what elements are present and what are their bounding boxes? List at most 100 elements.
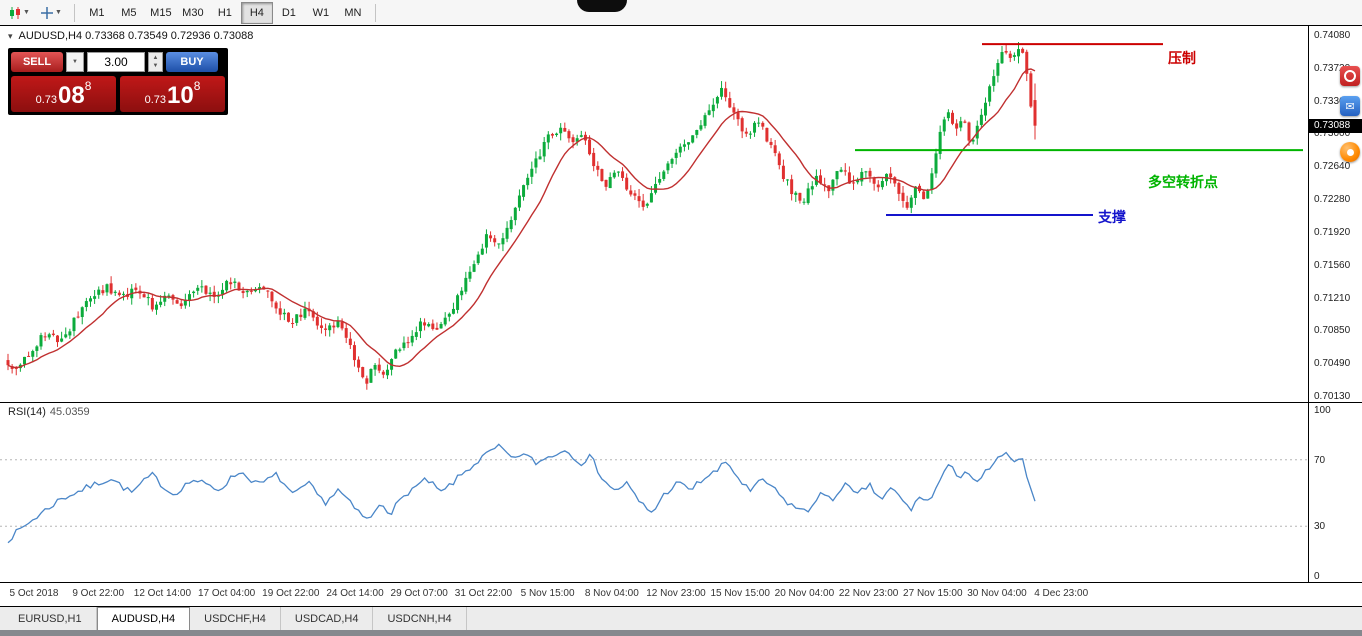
symbol-ohlc-text: AUDUSD,H4 0.73368 0.73549 0.72936 0.7308… [18,30,254,42]
price-axis-label: 0.71560 [1314,259,1351,271]
symbol-ohlc-line: ▾ AUDUSD,H4 0.73368 0.73549 0.72936 0.73… [8,30,253,42]
timeframe-button-m30[interactable]: M30 [182,6,204,19]
time-axis-label: 19 Oct 22:00 [262,588,320,599]
rsi-axis-label: 30 [1314,521,1326,533]
lot-stepper[interactable]: ▲ ▼ [148,52,163,72]
time-axis-label: 30 Nov 04:00 [967,588,1027,599]
time-axis-label: 17 Oct 04:00 [197,588,256,599]
panel-divider [0,402,1362,403]
chat-tool-icon[interactable]: ✉ [1340,96,1360,116]
price-axis-label: 0.73360 [1314,95,1351,107]
timeframe-toolbar: M1 M5 M15 M30 H1 H4 D1 W1 MN [81,1,369,24]
stepper-up-icon[interactable]: ▲ [152,55,159,61]
chevron-down-icon: ▼ [72,59,78,65]
time-axis-label: 5 Nov 15:00 [520,588,575,599]
price-axis-label: 0.72280 [1314,194,1351,206]
time-axis-label: 12 Oct 14:00 [133,588,192,599]
timeframe-button-m1[interactable]: M1 [89,6,105,19]
rsi-label: RSI(14) 45.0359 [8,406,90,418]
crosshair-icon [40,6,53,19]
one-click-trade-panel: SELL ▼ 3.00 ▲ ▼ BUY 0.73 08 8 0.73 [8,48,228,115]
rsi-axis-label: 100 [1314,405,1331,416]
price-axis: 0.74080 0.73720 0.73360 0.73000 0.72640 0.722… [1308,26,1362,582]
sell-price-big: 08 [58,82,85,109]
chart-tab-usdcnh-h4[interactable]: USDCNH,H4 [373,607,467,630]
camera-notch-overlay [577,0,627,12]
time-axis: 5 Oct 2018 9 Oct 22:00 12 Oct 14:00 17 Oct … [0,583,1362,606]
chart-type-button[interactable]: ▼ [4,2,34,24]
browser-float-icon[interactable] [1340,142,1360,162]
lot-preset-dropdown[interactable]: ▼ [66,52,84,72]
chart-tab-usdchf-h4[interactable]: USDCHF,H4 [190,607,281,630]
time-axis-label: 9 Oct 22:00 [72,588,125,599]
time-axis-label: 4 Dec 23:00 [1034,588,1089,599]
chevron-down-icon: ▼ [23,9,30,16]
crosshair-button[interactable]: ▼ [36,2,66,24]
buy-price-big: 10 [167,82,194,109]
chart-tab-usdcad-h4[interactable]: USDCAD,H4 [281,607,374,630]
chevron-down-icon: ▼ [54,9,62,16]
rsi-axis-label: 0 [1314,571,1320,582]
rsi-value: 45.0359 [49,406,90,418]
time-axis-label: 15 Nov 15:00 [710,588,770,599]
current-price-tag: 0.73088 [1309,118,1362,133]
time-axis-label: 27 Nov 15:00 [903,588,963,599]
resistance-annotation[interactable]: 压制 [1168,50,1196,66]
chart-tab-audusd-h4[interactable]: AUDUSD,H4 [96,607,191,630]
time-axis-label: 29 Oct 07:00 [390,588,448,599]
pivot-annotation[interactable]: 多空转折点 [1148,174,1218,190]
candlestick-icon [10,6,20,19]
price-axis-label: 0.73720 [1314,62,1351,74]
time-axis-label: 22 Nov 23:00 [838,588,899,599]
timeframe-button-h4[interactable]: H4 [240,1,273,24]
stepper-down-icon[interactable]: ▼ [152,63,159,69]
main-chart-region[interactable]: ▾ AUDUSD,H4 0.73368 0.73549 0.72936 0.73… [0,26,1308,402]
support-annotation[interactable]: 支撑 [1098,209,1126,225]
time-axis-label: 5 Oct 2018 [9,588,59,599]
time-axis-label: 8 Nov 04:00 [584,588,639,599]
time-axis-label: 24 Oct 14:00 [326,588,384,599]
buy-price-display[interactable]: 0.73 10 8 [120,76,225,112]
one-click-trading-toggle[interactable]: ▾ [8,30,13,41]
timeframe-button-w1[interactable]: W1 [312,6,330,19]
price-axis-label: 0.70490 [1314,358,1351,370]
price-axis-label: 0.74080 [1314,30,1351,41]
timeframe-button-h1[interactable]: H1 [217,6,232,19]
timeframe-button-mn[interactable]: MN [344,6,362,19]
price-axis-label: 0.71920 [1314,226,1351,238]
price-axis-label: 0.70850 [1314,325,1351,337]
sell-price-pip: 8 [84,79,92,93]
sell-price-display[interactable]: 0.73 08 8 [11,76,116,112]
screenshot-tool-icon[interactable] [1340,66,1360,86]
buy-button[interactable]: BUY [166,52,218,72]
time-axis-label: 12 Nov 23:00 [646,588,706,599]
sell-button[interactable]: SELL [11,52,63,72]
timeframe-button-d1[interactable]: D1 [281,6,296,19]
timeframe-button-m15[interactable]: M15 [150,6,172,19]
chart-tab-eurusd-h1[interactable]: EURUSD,H1 [4,607,97,630]
chart-tab-bar: EURUSD,H1 AUDUSD,H4 USDCHF,H4 USDCAD,H4 USDC… [0,607,1362,630]
buy-price-pip: 8 [193,79,201,93]
sell-price-prefix: 0.73 [35,94,58,106]
price-axis-label: 0.73000 [1314,128,1351,140]
candlestick-chart[interactable] [0,26,1308,402]
rsi-axis-label: 70 [1314,454,1326,466]
panel-divider [0,606,1362,607]
toolbar-separator [374,3,376,22]
price-axis-label: 0.72640 [1314,161,1351,173]
timeframe-button-m5[interactable]: M5 [121,6,137,19]
price-axis-label: 0.71210 [1314,292,1351,304]
buy-price-prefix: 0.73 [144,94,167,106]
toolbar-separator [73,3,75,22]
time-axis-label: 31 Oct 22:00 [454,588,513,599]
lot-size-input[interactable]: 3.00 [87,52,145,72]
time-axis-label: 20 Nov 04:00 [774,588,835,599]
price-axis-label: 0.70130 [1314,391,1351,403]
toolbar: ▼ ▼ M1 M5 M15 M30 H1 H4 D1 W1 MN [0,0,1362,26]
panel-divider [0,582,1362,583]
rsi-panel[interactable]: RSI(14) 45.0359 [0,403,1308,582]
taskbar-edge [0,630,1362,636]
rsi-chart[interactable] [0,403,1308,582]
rsi-name: RSI(14) [8,406,46,418]
